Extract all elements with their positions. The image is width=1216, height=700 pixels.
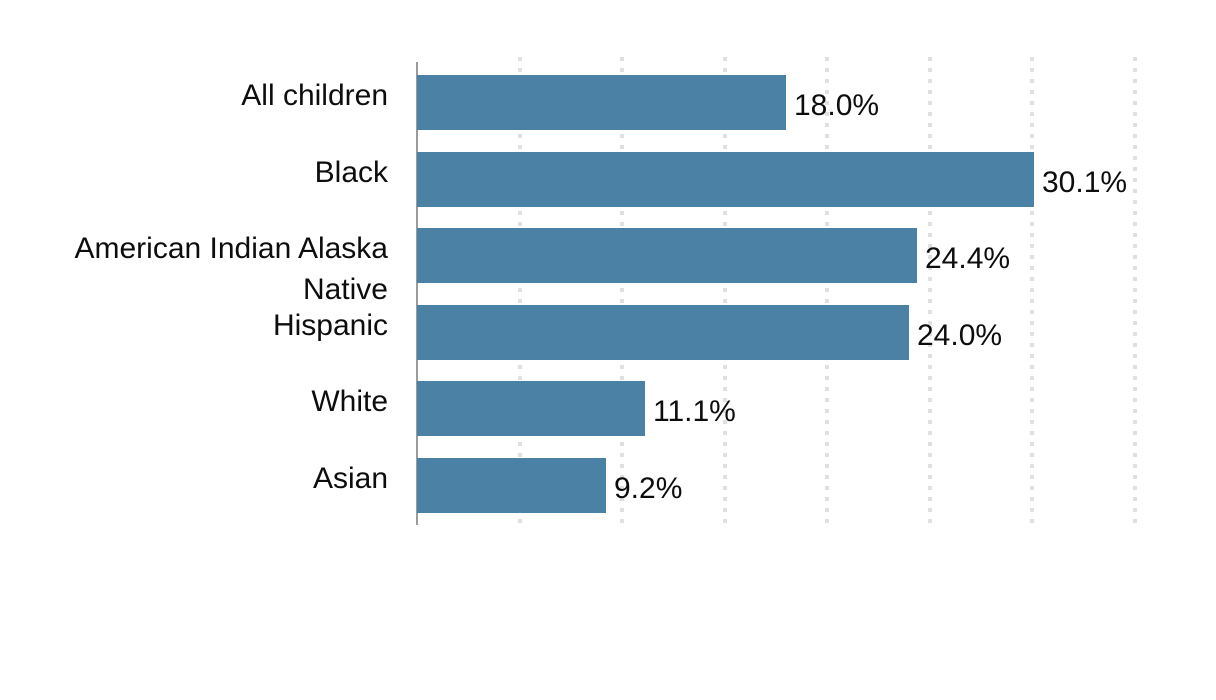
bar-row: American Indian Alaska Native 24.4% <box>0 228 1216 306</box>
gridline <box>1030 57 1034 527</box>
bar <box>417 381 645 436</box>
bar-row: Hispanic 24.0% <box>0 305 1216 360</box>
y-axis-line <box>416 62 418 525</box>
gridline <box>620 57 624 527</box>
bar-row: All children 18.0% <box>0 75 1216 130</box>
gridline <box>517 57 522 527</box>
bar <box>417 152 1034 207</box>
bar <box>417 458 606 513</box>
gridline <box>722 57 727 527</box>
category-label: Hispanic <box>272 309 388 342</box>
value-label: 24.4% <box>925 242 1011 275</box>
value-label: 30.1% <box>1042 166 1128 199</box>
value-label: 9.2% <box>614 472 683 505</box>
gridline <box>927 57 932 527</box>
value-label: 24.0% <box>917 319 1003 352</box>
category-label: All children <box>241 79 388 112</box>
bar-row: White 11.1% <box>0 381 1216 436</box>
gridline <box>825 57 829 527</box>
value-label: 18.0% <box>794 89 880 122</box>
category-label: American Indian Alaska Native <box>74 232 388 306</box>
bar-row: Asian 9.2% <box>0 458 1216 513</box>
category-label: White <box>311 385 388 418</box>
value-label: 11.1% <box>653 395 736 428</box>
bar-row: Black 30.1% <box>0 152 1216 207</box>
gridline <box>1132 57 1137 527</box>
category-label: Black <box>314 156 388 189</box>
category-label: Asian <box>312 462 388 495</box>
bar <box>417 305 909 360</box>
bar <box>417 228 917 283</box>
bar <box>417 75 786 130</box>
